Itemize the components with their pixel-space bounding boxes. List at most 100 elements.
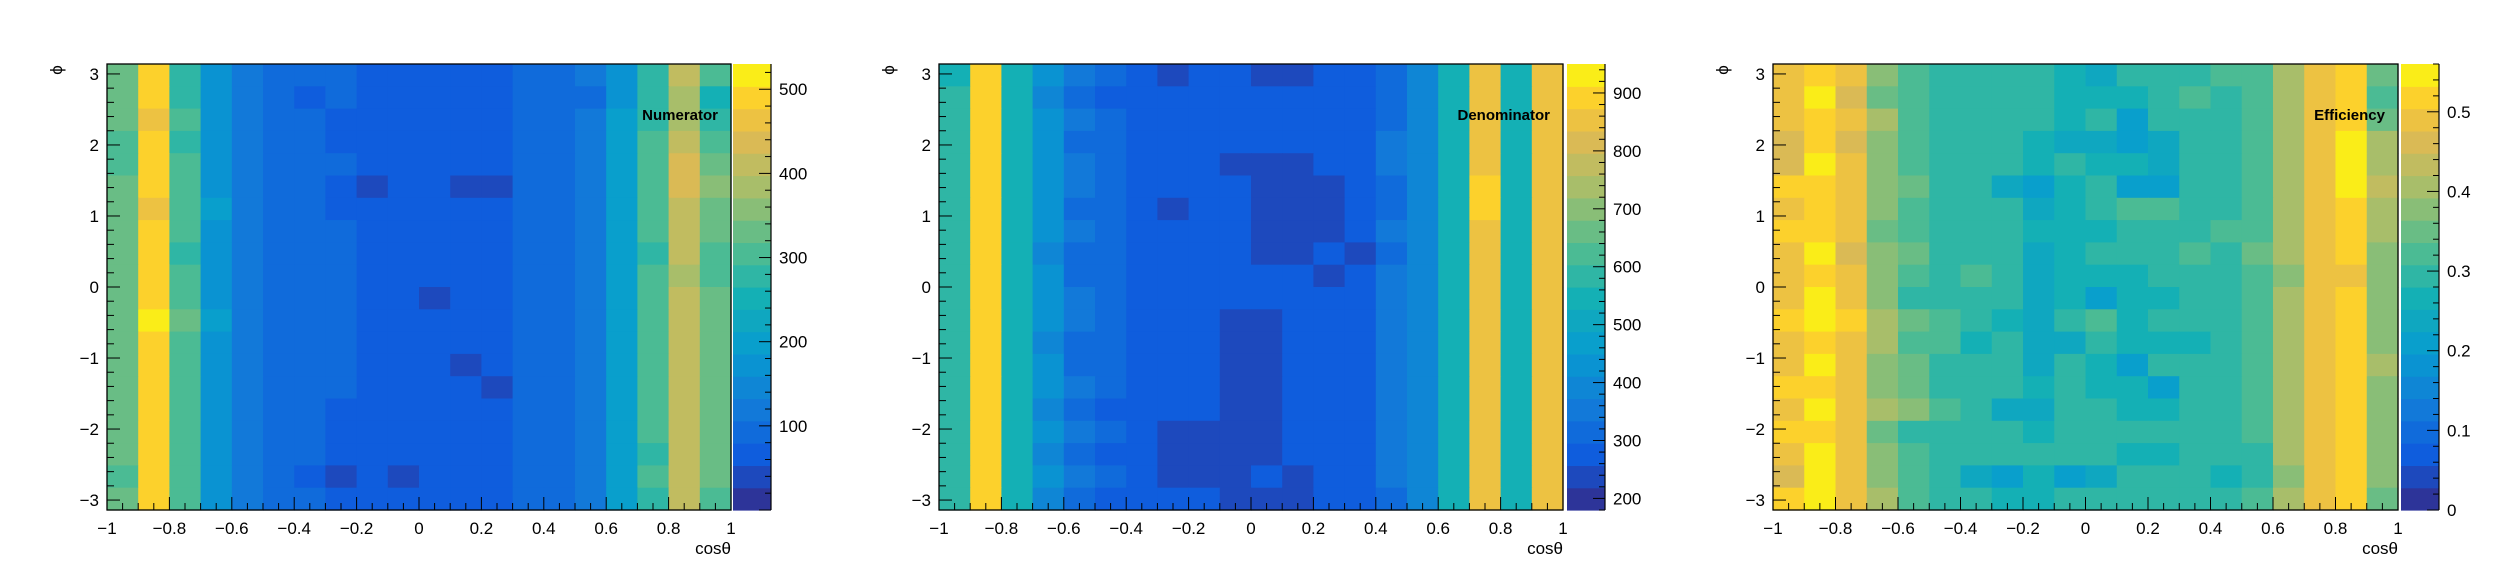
heatmap-cell xyxy=(263,175,295,199)
heatmap-cell xyxy=(2241,443,2274,466)
heatmap-cell xyxy=(1804,153,1837,177)
heatmap-cell xyxy=(2335,331,2368,355)
heatmap-cell xyxy=(1126,443,1158,466)
heatmap-cell xyxy=(939,420,971,444)
heatmap-cell xyxy=(263,242,295,266)
colorbar-swatch xyxy=(2401,353,2439,377)
heatmap-cell xyxy=(231,287,264,310)
heatmap-cell xyxy=(1251,443,1283,466)
heatmap-cell xyxy=(1960,242,1993,266)
heatmap-cell xyxy=(419,264,451,288)
y-axis-title: ϕ xyxy=(879,65,898,75)
heatmap-cell xyxy=(1313,287,1346,310)
heatmap-cell xyxy=(668,175,701,199)
heatmap-cell xyxy=(1001,175,1034,199)
heatmap-cell xyxy=(2210,64,2243,87)
heatmap-cell xyxy=(2054,398,2087,422)
colorbar-swatch xyxy=(1567,242,1605,266)
colorbar-tick-label: 300 xyxy=(1613,431,1641,450)
heatmap-cell xyxy=(107,175,139,199)
x-tick-label: 0.6 xyxy=(2261,519,2285,538)
heatmap-cell xyxy=(481,153,514,177)
heatmap-cell xyxy=(699,220,732,243)
heatmap-cell xyxy=(263,309,295,333)
heatmap-cell xyxy=(1804,331,1837,355)
heatmap-cell xyxy=(606,108,638,132)
heatmap-cell xyxy=(2054,64,2087,87)
heatmap-cell xyxy=(2116,242,2149,266)
heatmap-cell xyxy=(1960,443,1993,466)
heatmap-cell xyxy=(1188,443,1221,466)
heatmap-cell xyxy=(2054,130,2087,154)
heatmap-cell xyxy=(543,175,576,199)
heatmap-cell xyxy=(481,443,514,466)
heatmap-cell xyxy=(1126,465,1158,489)
heatmap-cell xyxy=(1375,309,1408,333)
heatmap-cell xyxy=(512,220,545,243)
heatmap-cell xyxy=(419,331,451,355)
heatmap-cell xyxy=(2023,86,2055,110)
heatmap-cell xyxy=(1344,487,1377,511)
heatmap-cell xyxy=(1063,353,1096,377)
heatmap-cell xyxy=(1032,465,1065,489)
heatmap-cell xyxy=(699,487,732,511)
heatmap-cell xyxy=(2241,264,2274,288)
colorbar-swatch xyxy=(1567,309,1605,333)
heatmap-cell xyxy=(450,398,482,422)
heatmap-cell xyxy=(1438,153,1470,177)
heatmap-cell xyxy=(1531,487,1564,511)
heatmap-cell xyxy=(1898,130,1930,154)
colorbar-swatch xyxy=(1567,420,1605,444)
heatmap-cell xyxy=(1032,264,1065,288)
heatmap-cell xyxy=(1375,64,1408,87)
heatmap-cell xyxy=(1835,175,1868,199)
heatmap-cell xyxy=(668,287,701,310)
heatmap-cell xyxy=(668,420,701,444)
heatmap-cell xyxy=(1095,398,1127,422)
heatmap-cell xyxy=(2210,153,2243,177)
heatmap-cell xyxy=(1313,153,1346,177)
colorbar-swatch xyxy=(2401,64,2439,87)
heatmap-cell xyxy=(699,153,732,177)
heatmap-cell xyxy=(2210,175,2243,199)
heatmap-cell xyxy=(575,443,607,466)
heatmap-cell xyxy=(387,443,420,466)
heatmap-cell xyxy=(1804,220,1837,243)
heatmap-cell xyxy=(575,309,607,333)
heatmap-cell xyxy=(1804,130,1837,154)
heatmap-cell xyxy=(419,353,451,377)
heatmap-cell xyxy=(1960,264,1993,288)
heatmap-cell xyxy=(356,398,389,422)
heatmap-cell xyxy=(1500,443,1533,466)
heatmap-cell xyxy=(1500,220,1533,243)
heatmap-cell xyxy=(1531,465,1564,489)
heatmap-cell xyxy=(543,242,576,266)
heatmap-cell xyxy=(1219,420,1252,444)
heatmap-cell xyxy=(1063,309,1096,333)
colorbar-swatch xyxy=(2401,331,2439,355)
heatmap-cell xyxy=(387,153,420,177)
heatmap-cell xyxy=(970,443,1002,466)
heatmap-cell xyxy=(1866,175,1899,199)
heatmap-cell xyxy=(1500,376,1533,400)
heatmap-cell xyxy=(2023,398,2055,422)
heatmap-cell xyxy=(2335,287,2368,310)
heatmap-cell xyxy=(138,376,170,400)
x-tick-label: −0.8 xyxy=(1819,519,1853,538)
heatmap-cell xyxy=(1469,443,1502,466)
heatmap-cell xyxy=(1407,443,1439,466)
heatmap-cell xyxy=(512,242,545,266)
heatmap-cell xyxy=(107,86,139,110)
heatmap-cell xyxy=(169,86,202,110)
heatmap-cell xyxy=(1500,353,1533,377)
heatmap-cell xyxy=(2085,331,2118,355)
heatmap-cell xyxy=(1282,465,1314,489)
heatmap-cell xyxy=(1960,197,1993,221)
heatmap-cell xyxy=(294,309,326,333)
heatmap-cell xyxy=(970,220,1002,243)
y-tick-label: 0 xyxy=(1756,278,1765,297)
heatmap-cell xyxy=(512,487,545,511)
heatmap-cell xyxy=(2085,153,2118,177)
heatmap-cell xyxy=(450,197,482,221)
